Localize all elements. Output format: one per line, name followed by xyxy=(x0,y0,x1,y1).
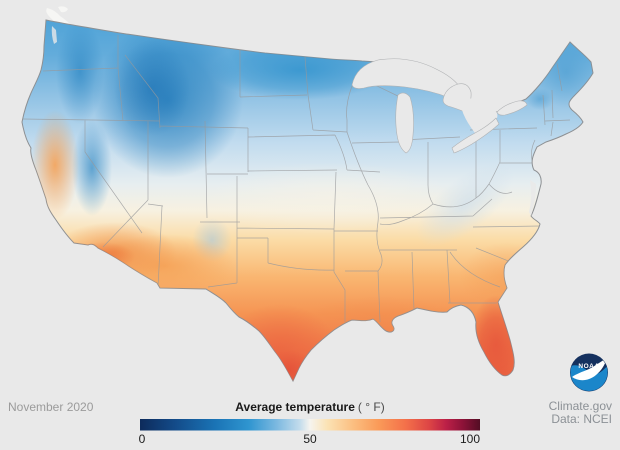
legend-tick-0: 0 xyxy=(138,432,146,446)
lake-ontario xyxy=(496,100,528,116)
legend-tick-50: 50 xyxy=(303,432,317,446)
legend-title-unit: ( ° F) xyxy=(357,400,385,414)
lake-erie xyxy=(451,117,500,154)
attribution-source: Data: NCEI xyxy=(551,412,612,426)
attribution-site: Climate.gov xyxy=(548,399,612,413)
puget-sound xyxy=(51,26,57,44)
legend-title: Average temperature( ° F) xyxy=(140,400,480,414)
attribution: Climate.gov Data: NCEI xyxy=(549,400,612,426)
noaa-logo-text: NOAA xyxy=(578,363,599,370)
period-label: November 2020 xyxy=(8,400,94,414)
ontario-canada-wedge xyxy=(462,96,498,133)
legend-colorbar xyxy=(140,419,480,431)
offshore-islands xyxy=(46,6,70,26)
noaa-logo: NOAA xyxy=(570,353,608,392)
legend-tick-100: 100 xyxy=(459,432,481,446)
state-boundaries xyxy=(22,35,571,323)
chesapeake-bay xyxy=(529,180,536,216)
great-lakes xyxy=(51,26,536,216)
legend-title-text: Average temperature xyxy=(235,400,355,414)
lake-michigan xyxy=(395,92,414,154)
